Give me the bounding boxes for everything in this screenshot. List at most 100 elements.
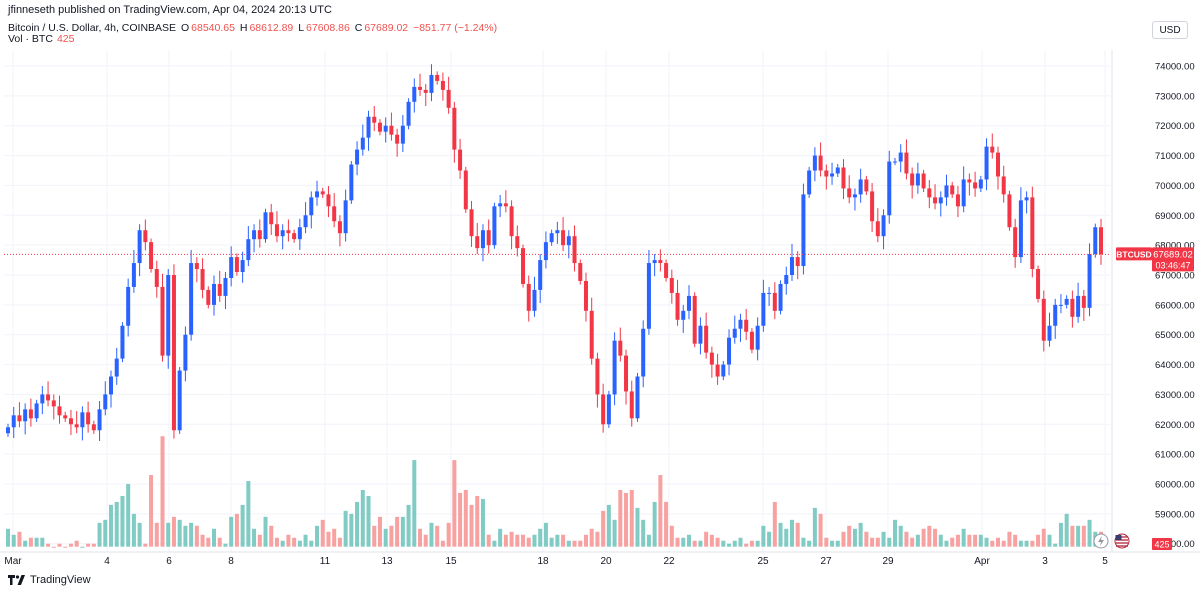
volume-bar (767, 531, 772, 547)
low-label: L (298, 22, 305, 34)
x-tick-label: 27 (820, 556, 832, 567)
candle-body (40, 394, 45, 404)
volume-bar (904, 531, 909, 547)
candle-body (126, 286, 131, 326)
high-value: 68612.89 (249, 22, 294, 34)
volume-bar (86, 543, 91, 547)
y-tick-label: 62000.00 (1155, 420, 1195, 431)
x-tick-label: 8 (228, 556, 234, 567)
y-tick-label: 68000.00 (1155, 241, 1195, 252)
candle-body (990, 146, 995, 153)
volume-bar (961, 528, 966, 547)
volume-bar (126, 484, 131, 547)
volume-bar (910, 537, 915, 547)
volume-bar (509, 531, 514, 547)
volume-bar (1036, 534, 1041, 547)
candle-body (1076, 295, 1081, 317)
volume-bar (629, 489, 634, 547)
volume-bar (68, 543, 73, 547)
candle-body (480, 230, 485, 249)
volume-legend[interactable]: Vol · BTC 425 (8, 33, 74, 45)
candle-body (303, 215, 308, 228)
candle-body (200, 269, 205, 290)
footer-brand[interactable]: TradingView (8, 573, 91, 587)
volume-bar (933, 528, 938, 547)
volume-bar (698, 540, 703, 547)
candle-body (1087, 254, 1092, 308)
candle-body (46, 394, 51, 401)
symbol-tag-label: BTCUSD (1116, 249, 1151, 259)
symbol-tag (1116, 247, 1152, 261)
candle-body (583, 280, 588, 311)
volume-bar (349, 513, 354, 547)
volume-bar (704, 531, 709, 547)
symbol-legend[interactable]: Bitcoin / U.S. Dollar, 4h, COINBASE O 685… (8, 22, 499, 34)
volume-bar (721, 540, 726, 547)
candle-body (509, 206, 514, 237)
candle-body (286, 230, 291, 234)
candle-body (755, 325, 760, 350)
candle-body (847, 188, 852, 198)
candle-body (629, 391, 634, 419)
volume-bar (252, 528, 257, 547)
y-tick-label: 59000.00 (1155, 509, 1195, 520)
volume-bar (91, 543, 96, 547)
candle-body (97, 409, 102, 431)
volume-bar (303, 534, 308, 547)
volume-bar (103, 519, 108, 547)
candle-body (830, 173, 835, 177)
volume-bar (652, 501, 657, 547)
volume-bar (395, 516, 400, 547)
symbol-title: Bitcoin / U.S. Dollar, 4h, COINBASE (8, 22, 177, 34)
volume-bar (835, 540, 840, 547)
candle-body (5, 427, 11, 434)
volume-bar (131, 513, 136, 547)
volume-bar (400, 516, 405, 547)
volume-bar (1030, 540, 1035, 547)
header: jfinneseth published on TradingView.com,… (0, 0, 1200, 62)
volume-bar (601, 510, 606, 547)
volume-bar (984, 537, 989, 547)
volume-bar (572, 540, 577, 547)
candle-body (212, 283, 217, 305)
volume-bar (967, 534, 972, 547)
candle-body (589, 310, 594, 359)
volume-bar (217, 537, 222, 547)
candle-body (984, 146, 989, 180)
candle-body (727, 337, 732, 365)
volume-bar (618, 489, 623, 547)
volume-bar (194, 525, 199, 547)
candle-body (1024, 197, 1029, 201)
candle-body (572, 236, 577, 264)
volume-bar (212, 528, 217, 547)
volume-bar (635, 507, 640, 547)
volume-bar (881, 531, 886, 547)
volume-bar (1053, 543, 1058, 547)
volume-bar (11, 534, 16, 547)
candle-body (120, 325, 125, 359)
candle-body (841, 167, 846, 189)
candle-body (692, 295, 697, 344)
volume-bar (526, 537, 531, 547)
volume-bar (772, 501, 777, 547)
candle-body (389, 125, 394, 135)
candle-body (34, 403, 39, 419)
tradingview-logo-icon (8, 575, 25, 585)
candle-body (406, 101, 411, 126)
volume-bar (870, 537, 875, 547)
x-tick-label: 4 (104, 556, 110, 567)
candle-body (366, 116, 371, 138)
candle-body (566, 236, 571, 246)
candle-body (1041, 298, 1046, 341)
currency-button[interactable]: USD (1152, 21, 1188, 39)
candle-body (950, 185, 955, 195)
volume-bar (63, 546, 68, 548)
candle-body (154, 269, 159, 287)
candle-body (864, 179, 869, 192)
candle-body (904, 152, 909, 174)
volume-bar (458, 492, 463, 547)
candle-body (961, 179, 966, 207)
y-tick-label: 71000.00 (1155, 151, 1195, 162)
volume-bar (1047, 534, 1052, 547)
